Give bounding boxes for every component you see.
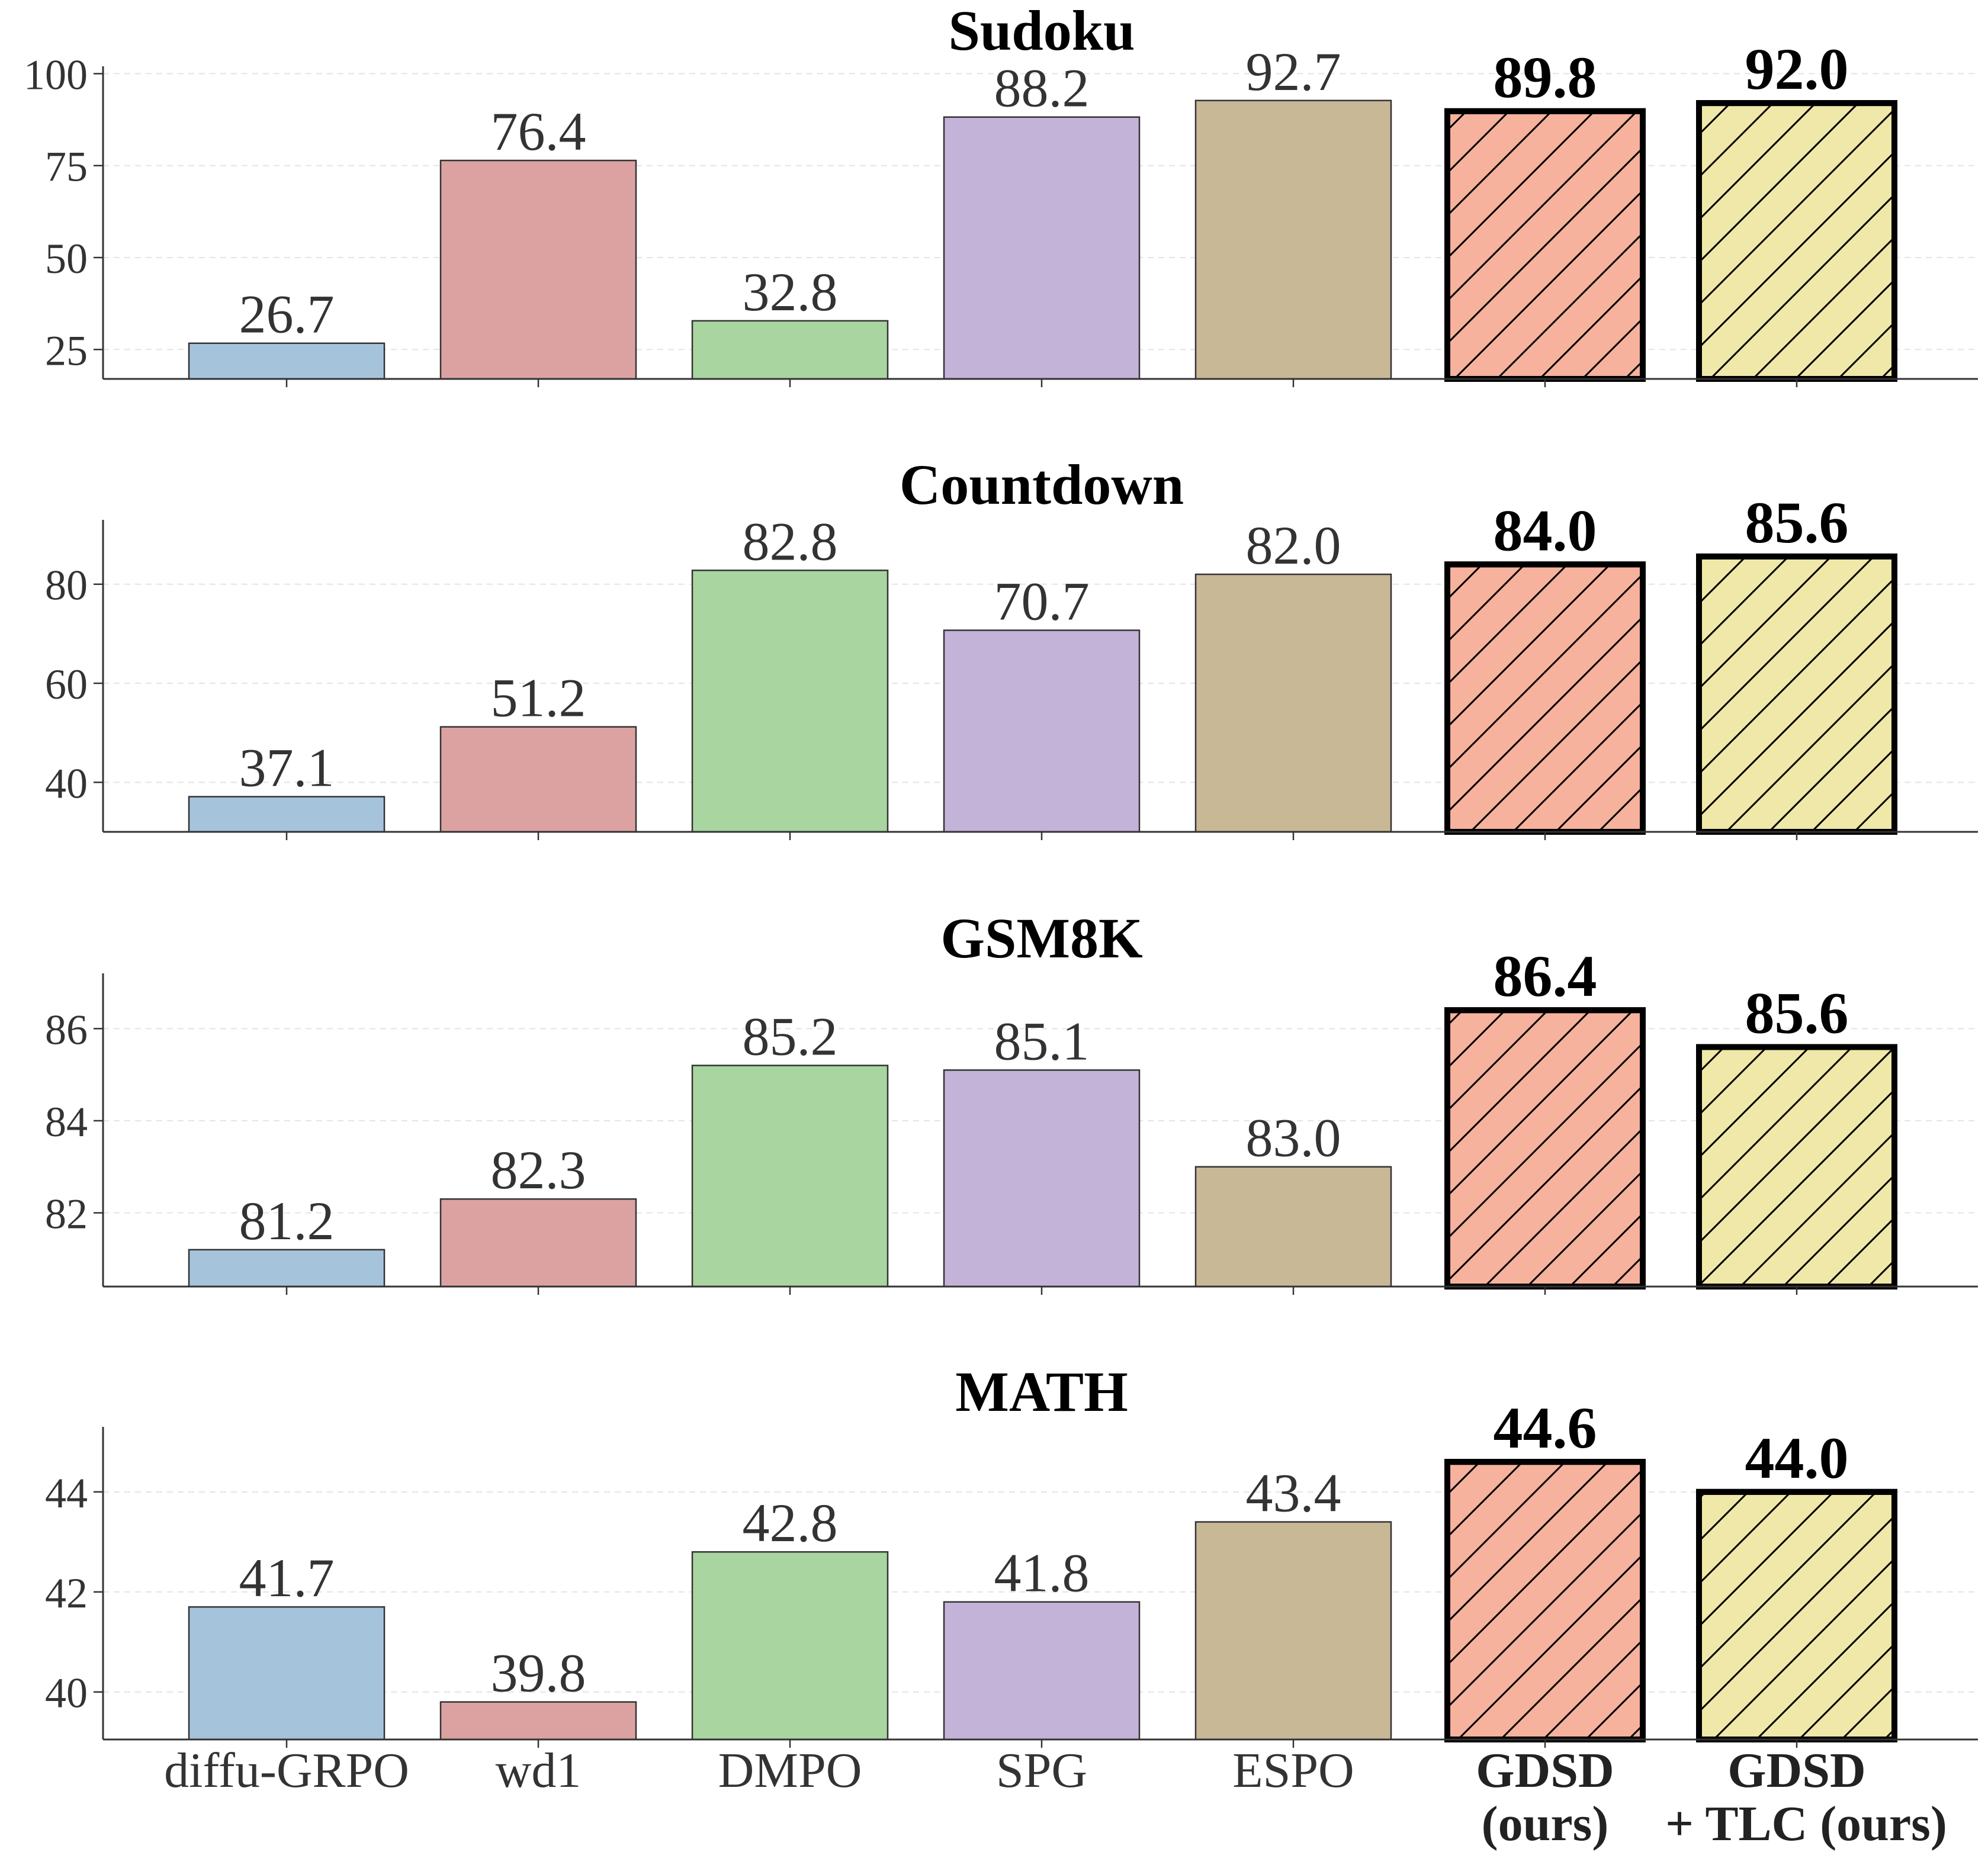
y-tick-label: 82: [45, 1191, 88, 1238]
bar: [943, 1601, 1141, 1741]
data-label: 85.1: [994, 1011, 1090, 1071]
x-tick-label: ESPO: [1232, 1743, 1354, 1798]
data-label: 39.8: [491, 1643, 586, 1703]
data-label: 88.2: [994, 58, 1090, 118]
data-label: 44.6: [1494, 1395, 1597, 1461]
bar: [943, 629, 1141, 833]
panel-sudoku: 25 50 75 100 26.7 76.4 32.8 88.2 92.7 89.8 92.0 Sud…: [24, 0, 1978, 387]
bar-hatch: [1696, 1488, 1897, 1742]
bar: [943, 1069, 1141, 1288]
x-tick-label: GDSD: [1476, 1743, 1614, 1798]
data-label: 85.6: [1745, 980, 1849, 1046]
bar: [439, 159, 637, 380]
bar-hatch: [1444, 561, 1646, 835]
y-tick-label: 84: [45, 1098, 88, 1146]
y-tick-label: 40: [45, 760, 88, 807]
data-label: 43.4: [1246, 1463, 1341, 1523]
data-label: 32.8: [743, 262, 838, 322]
panel-title: Sudoku: [949, 0, 1135, 62]
data-label: 92.7: [1246, 41, 1341, 102]
x-tick-label: DMPO: [718, 1743, 862, 1798]
data-label: 84.0: [1494, 497, 1597, 563]
data-label: 85.6: [1745, 490, 1849, 555]
x-tick-label: diffu-GRPO: [164, 1743, 409, 1798]
bar-hatch: [1696, 553, 1897, 835]
y-tick-label: 50: [45, 235, 88, 282]
bar-hatch: [1444, 1459, 1646, 1742]
data-label: 37.1: [239, 738, 335, 798]
data-label: 70.7: [994, 571, 1090, 632]
data-label: 81.2: [239, 1191, 335, 1251]
bar: [439, 1198, 637, 1288]
data-label: 26.7: [239, 284, 335, 345]
data-label: 41.8: [994, 1543, 1090, 1603]
bar: [691, 1065, 889, 1288]
data-label: 85.2: [743, 1007, 838, 1067]
panel-math: 40 42 44 41.7 39.8 42.8 41.8 43.4 44.6 44.0 MATH: [45, 1360, 1978, 1748]
x-axis-category-labels: diffu-GRPO wd1 DMPO SPG ESPO GDSD(ours)GDSD+ …: [164, 1743, 1947, 1851]
bar: [188, 342, 386, 380]
data-label: 41.7: [239, 1548, 335, 1608]
data-label: 92.0: [1745, 36, 1849, 102]
panel-title: Countdown: [900, 453, 1184, 516]
data-label: 82.8: [743, 511, 838, 571]
bar: [188, 1249, 386, 1288]
bar: [1194, 99, 1392, 380]
y-tick-label: 60: [45, 661, 88, 708]
data-label: 82.3: [491, 1140, 586, 1200]
x-tick-label: + TLC (ours): [1665, 1796, 1947, 1851]
bar: [691, 1551, 889, 1741]
bar-hatch: [1444, 108, 1646, 382]
x-tick-label: SPG: [996, 1743, 1087, 1798]
data-label: 83.0: [1246, 1108, 1341, 1168]
data-label: 44.0: [1745, 1425, 1849, 1491]
bar: [1194, 573, 1392, 833]
data-label: 76.4: [491, 101, 586, 162]
y-tick-label: 25: [45, 327, 88, 374]
data-label: 51.2: [491, 668, 586, 728]
data-label: 89.8: [1494, 44, 1597, 110]
y-tick-label: 40: [45, 1670, 88, 1717]
y-tick-label: 42: [45, 1570, 88, 1617]
bar-hatch: [1696, 1044, 1897, 1290]
x-tick-label: (ours): [1482, 1796, 1609, 1851]
panel-title: GSM8K: [940, 906, 1142, 970]
bar: [188, 1606, 386, 1741]
bar: [943, 116, 1141, 380]
chart-panels: 25 50 75 100 26.7 76.4 32.8 88.2 92.7 89.8 92.0 Sud…: [24, 0, 1978, 1748]
bar: [188, 796, 386, 833]
data-label: 82.0: [1246, 515, 1341, 575]
x-tick-label: GDSD: [1727, 1743, 1865, 1798]
x-tick-label: wd1: [496, 1743, 582, 1798]
bar: [1194, 1166, 1392, 1288]
bar: [691, 570, 889, 833]
y-tick-label: 44: [45, 1470, 88, 1517]
y-tick-label: 75: [45, 143, 88, 191]
bar: [439, 726, 637, 833]
bar: [1194, 1521, 1392, 1741]
bar-hatch: [1444, 1007, 1646, 1290]
y-tick-label: 100: [24, 51, 88, 98]
panel-title: MATH: [955, 1360, 1128, 1423]
panel-gsm8k: 82 84 86 81.2 82.3 85.2 85.1 83.0 86.4 85.6 GSM8K: [45, 906, 1978, 1295]
y-tick-label: 80: [45, 562, 88, 609]
y-tick-label: 86: [45, 1006, 88, 1053]
bar-hatch: [1696, 100, 1897, 382]
data-label: 42.8: [743, 1493, 838, 1553]
data-label: 86.4: [1494, 943, 1597, 1009]
panel-countdown: 40 60 80 37.1 51.2 82.8 70.7 82.0 84.0 85.6 Countd…: [45, 453, 1978, 840]
bar: [691, 320, 889, 380]
bar: [439, 1701, 637, 1741]
